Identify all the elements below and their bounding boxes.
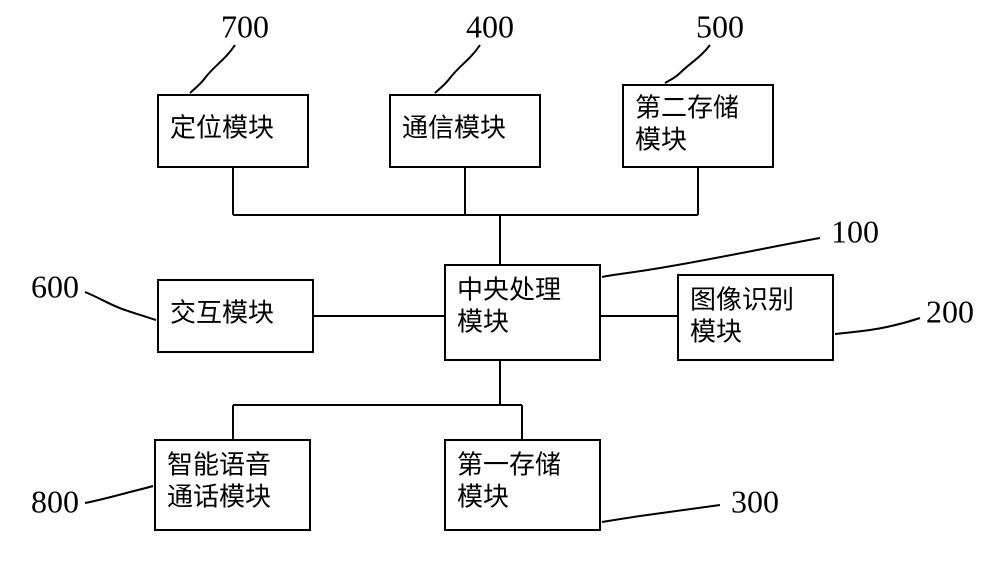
node-800-label1: 智能语音 [167, 450, 271, 479]
node-400-label: 通信模块 [402, 113, 506, 142]
node-500-label2: 模块 [635, 125, 687, 154]
leader-700 [190, 45, 235, 93]
node-100-label1: 中央处理 [457, 275, 561, 304]
node-600: 交互模块 [158, 280, 313, 352]
node-300: 第一存储 模块 [445, 440, 600, 530]
ref-800: 800 [31, 483, 79, 519]
node-500-label1: 第二存储 [635, 93, 739, 122]
node-800-label2: 通话模块 [167, 482, 271, 511]
node-200: 图像识别 模块 [678, 275, 833, 360]
ref-700: 700 [221, 8, 269, 44]
leader-100 [602, 238, 820, 277]
node-300-label2: 模块 [457, 482, 509, 511]
leader-800 [85, 486, 153, 503]
ref-400: 400 [466, 8, 514, 44]
leader-600 [85, 292, 156, 320]
node-500: 第二存储 模块 [623, 85, 773, 167]
node-400: 通信模块 [390, 95, 540, 167]
node-600-label: 交互模块 [170, 298, 274, 327]
node-100: 中央处理 模块 [445, 265, 600, 360]
leader-500 [665, 45, 710, 83]
ref-200: 200 [926, 293, 974, 329]
ref-500: 500 [696, 8, 744, 44]
block-diagram: 定位模块 通信模块 第二存储 模块 交互模块 中央处理 模块 图像识别 模块 智… [0, 0, 1000, 586]
node-700: 定位模块 [158, 95, 308, 167]
ref-300: 300 [731, 483, 779, 519]
leader-400 [435, 45, 480, 93]
ref-100: 100 [831, 213, 879, 249]
node-800: 智能语音 通话模块 [155, 440, 310, 530]
ref-600: 600 [31, 268, 79, 304]
node-100-label2: 模块 [457, 307, 509, 336]
node-300-label1: 第一存储 [457, 450, 561, 479]
node-200-label1: 图像识别 [690, 285, 794, 314]
node-200-label2: 模块 [690, 317, 742, 346]
leader-200 [835, 318, 920, 334]
node-700-label: 定位模块 [170, 113, 274, 142]
leader-300 [602, 505, 720, 522]
